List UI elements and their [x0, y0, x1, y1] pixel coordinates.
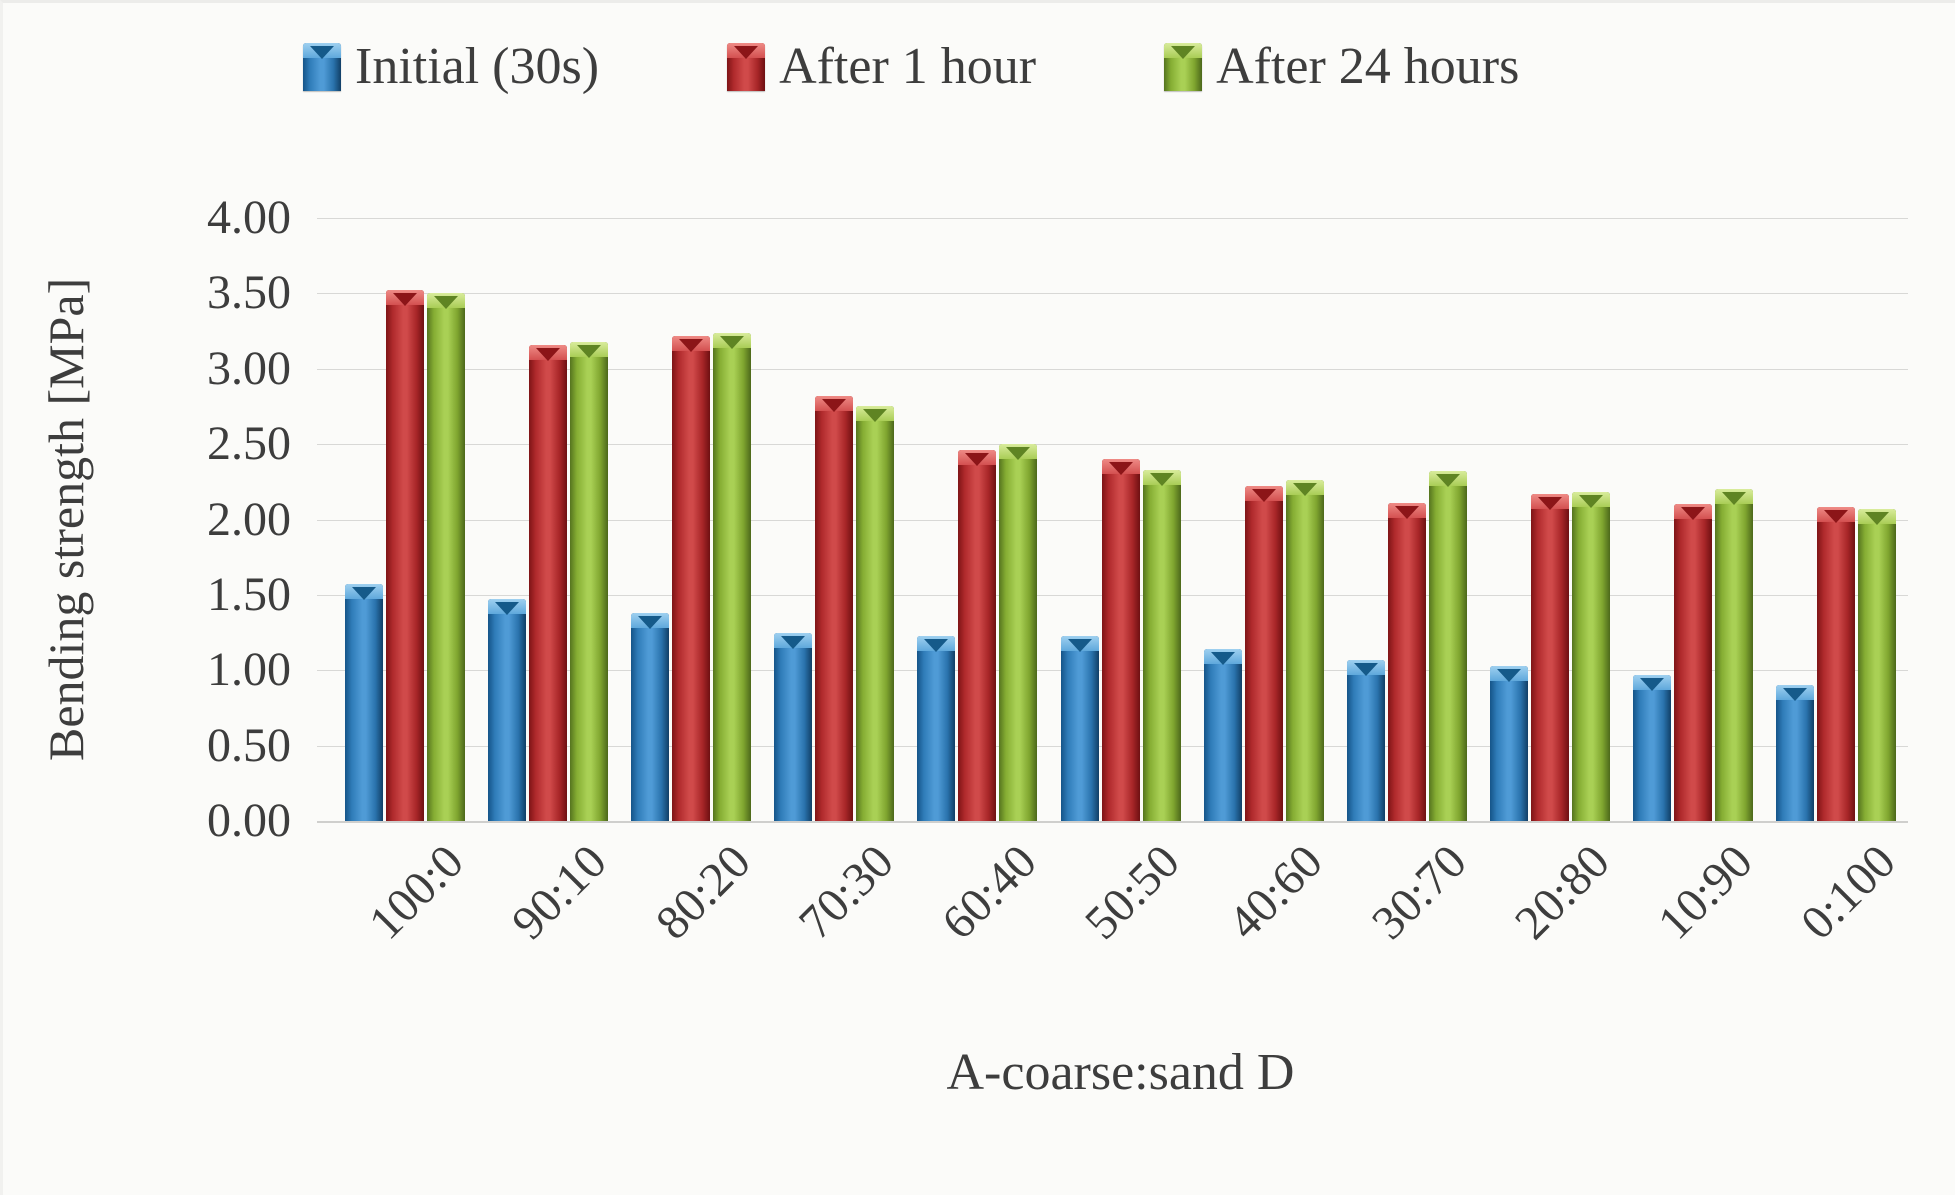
x-tick-label: 30:70	[1361, 834, 1477, 950]
chart-legend: Initial (30s) After 1 hour After 24 hours	[303, 41, 1519, 93]
plot-area	[317, 218, 1908, 823]
bar-group	[1622, 218, 1765, 821]
x-tick-label: 20:80	[1504, 834, 1620, 950]
y-axis-title: Bending strength [MPa]	[38, 277, 94, 762]
bar	[1531, 494, 1570, 821]
legend-label: Initial (30s)	[355, 38, 600, 95]
y-axis-tick-labels: 4.00 3.50 3.00 2.50 2.00 1.50 1.00 0.50 0.00	[103, 191, 313, 847]
x-tick-label: 70:30	[788, 834, 904, 950]
y-tick-label: 0.50	[207, 718, 291, 772]
legend-item: Initial (30s)	[303, 41, 599, 93]
x-tick-label: 80:20	[645, 834, 761, 950]
bar	[385, 290, 424, 821]
bar	[1203, 649, 1242, 821]
legend-item: After 24 hours	[1164, 41, 1519, 93]
x-tick-label: 10:90	[1647, 834, 1763, 950]
bar	[671, 336, 710, 821]
legend-marker-icon	[727, 43, 766, 91]
legend-label: After 24 hours	[1216, 38, 1520, 95]
x-tick-label: 50:50	[1075, 834, 1190, 950]
bar-group	[763, 218, 906, 821]
bar	[1101, 459, 1140, 821]
bar	[630, 613, 669, 821]
bar-group	[1765, 218, 1908, 821]
bar	[344, 584, 383, 821]
bar-group	[1479, 218, 1622, 821]
bar	[1060, 636, 1099, 821]
bar-group	[1335, 218, 1478, 821]
x-tick-label: 100:0	[359, 834, 474, 950]
bar	[1776, 685, 1815, 821]
bar	[815, 396, 854, 821]
bar	[1633, 675, 1672, 821]
bar	[712, 333, 751, 821]
bar	[917, 636, 956, 821]
y-tick-label: 2.50	[207, 417, 291, 471]
bar	[1817, 507, 1856, 821]
bar	[856, 406, 895, 821]
bar	[1490, 666, 1529, 821]
bar-group	[333, 218, 476, 821]
legend-label: After 1 hour	[779, 38, 1037, 95]
bar	[569, 342, 608, 821]
gridline	[317, 444, 1908, 446]
bar-group	[1049, 218, 1192, 821]
bar-groups	[333, 218, 1908, 821]
legend-item: After 1 hour	[727, 41, 1036, 93]
bar	[1428, 471, 1467, 821]
bar	[774, 633, 813, 821]
y-tick-label: 2.00	[207, 492, 291, 546]
x-tick-label: 90:10	[502, 834, 618, 950]
bar	[1572, 492, 1611, 821]
y-tick-label: 3.50	[207, 266, 291, 320]
y-tick-label: 0.00	[207, 794, 291, 847]
bar	[999, 444, 1038, 821]
bar	[1387, 503, 1426, 821]
x-tick-label: 40:60	[1218, 834, 1334, 950]
bar	[528, 345, 567, 821]
bar	[1346, 660, 1385, 821]
y-tick-label: 1.50	[207, 567, 291, 621]
bar	[1715, 489, 1754, 821]
bar	[487, 599, 526, 821]
y-tick-label: 4.00	[207, 191, 291, 244]
gridline	[317, 293, 1908, 295]
y-tick-label: 1.00	[207, 643, 291, 697]
bar	[1674, 504, 1713, 821]
bar-group	[619, 218, 762, 821]
legend-marker-icon	[1164, 43, 1203, 91]
x-axis-title: A-coarse:sand D	[946, 1044, 1295, 1101]
gridline	[317, 218, 1908, 219]
bar	[426, 293, 465, 821]
bar-group	[906, 218, 1049, 821]
bar	[1285, 480, 1324, 821]
bar	[1142, 470, 1181, 821]
gridline	[317, 821, 1908, 823]
legend-marker-icon	[303, 43, 341, 91]
x-axis-tick-labels: 100:0 90:10 80:20 70:30 60:40 50:50 40:60 30:70…	[333, 821, 1908, 1041]
bar	[1858, 509, 1897, 821]
bar-group	[476, 218, 619, 821]
bar	[958, 450, 997, 821]
bar-group	[1192, 218, 1335, 821]
gridline	[317, 368, 1908, 370]
bar	[1244, 486, 1283, 821]
x-tick-label: 0:100	[1790, 834, 1906, 950]
y-tick-label: 3.00	[207, 341, 291, 395]
x-tick-label: 60:40	[931, 834, 1047, 950]
